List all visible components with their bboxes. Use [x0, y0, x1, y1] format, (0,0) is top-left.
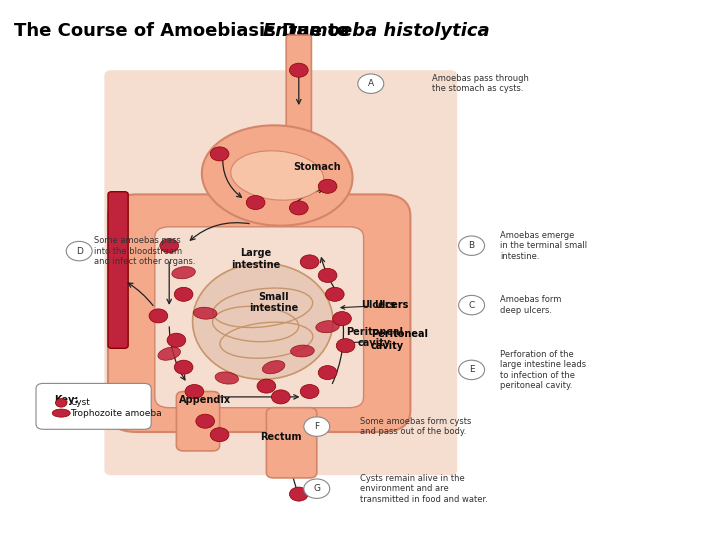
- Circle shape: [246, 195, 265, 210]
- Ellipse shape: [316, 320, 339, 333]
- Circle shape: [304, 417, 330, 436]
- Circle shape: [318, 366, 337, 380]
- Circle shape: [196, 414, 215, 428]
- Text: Appendix: Appendix: [179, 395, 231, 404]
- Circle shape: [257, 379, 276, 393]
- Text: Ulcers: Ulcers: [361, 300, 395, 310]
- Text: F: F: [314, 422, 320, 431]
- Text: Ulcers: Ulcers: [341, 300, 409, 310]
- FancyBboxPatch shape: [176, 392, 220, 451]
- Circle shape: [160, 239, 179, 253]
- Circle shape: [271, 390, 290, 404]
- Ellipse shape: [231, 151, 323, 200]
- Text: Rectum: Rectum: [260, 433, 302, 442]
- Circle shape: [358, 74, 384, 93]
- Circle shape: [318, 268, 337, 282]
- Text: Large
intestine: Large intestine: [231, 248, 280, 270]
- Text: Trophozoite amoeba: Trophozoite amoeba: [71, 409, 162, 417]
- Circle shape: [459, 295, 485, 315]
- Ellipse shape: [291, 345, 314, 357]
- Ellipse shape: [262, 361, 285, 373]
- Circle shape: [333, 312, 351, 326]
- Circle shape: [174, 287, 193, 301]
- Text: B: B: [469, 241, 474, 250]
- Circle shape: [210, 428, 229, 442]
- Text: Small
intestine: Small intestine: [249, 292, 298, 313]
- FancyBboxPatch shape: [108, 192, 128, 348]
- Circle shape: [289, 201, 308, 215]
- Text: Stomach: Stomach: [293, 163, 341, 172]
- Text: Cyst: Cyst: [71, 399, 91, 407]
- Text: E: E: [469, 366, 474, 374]
- Text: Amoebas form
deep ulcers.: Amoebas form deep ulcers.: [500, 295, 562, 315]
- FancyBboxPatch shape: [266, 408, 317, 478]
- Ellipse shape: [215, 372, 238, 384]
- Text: C: C: [469, 301, 474, 309]
- FancyBboxPatch shape: [155, 227, 364, 408]
- FancyBboxPatch shape: [36, 383, 151, 429]
- FancyBboxPatch shape: [287, 35, 311, 132]
- Circle shape: [300, 255, 319, 269]
- FancyBboxPatch shape: [108, 194, 410, 432]
- Text: The Course of Amoebiasis Due to: The Course of Amoebiasis Due to: [14, 22, 356, 39]
- Circle shape: [318, 179, 337, 193]
- Text: Key:: Key:: [54, 395, 78, 406]
- Circle shape: [300, 384, 319, 399]
- Circle shape: [149, 309, 168, 323]
- Text: Perforation of the
large intestine leads
to infection of the
peritoneal cavity.: Perforation of the large intestine leads…: [500, 350, 587, 390]
- Circle shape: [325, 287, 344, 301]
- Circle shape: [304, 479, 330, 498]
- Circle shape: [185, 384, 204, 399]
- Text: G: G: [313, 484, 320, 493]
- Circle shape: [336, 339, 355, 353]
- Text: Amoebas emerge
in the terminal small
intestine.: Amoebas emerge in the terminal small int…: [500, 231, 588, 261]
- Circle shape: [459, 236, 485, 255]
- Circle shape: [289, 487, 308, 501]
- Ellipse shape: [172, 267, 195, 279]
- Ellipse shape: [53, 409, 71, 417]
- Text: Peritoneal
cavity: Peritoneal cavity: [346, 327, 403, 348]
- Ellipse shape: [158, 347, 181, 360]
- Text: Amoebas pass through
the stomach as cysts.: Amoebas pass through the stomach as cyst…: [432, 74, 529, 93]
- Circle shape: [174, 360, 193, 374]
- Ellipse shape: [194, 307, 217, 319]
- Text: Peritoneal
cavity: Peritoneal cavity: [348, 329, 428, 351]
- Circle shape: [167, 333, 186, 347]
- Text: Entamoeba histolytica: Entamoeba histolytica: [264, 22, 490, 39]
- Ellipse shape: [193, 263, 333, 379]
- FancyBboxPatch shape: [104, 70, 457, 475]
- Text: Some amoebas pass
into the bloodstream
and infect other organs.: Some amoebas pass into the bloodstream a…: [94, 236, 195, 266]
- Text: A: A: [368, 79, 374, 88]
- Text: Cysts remain alive in the
environment and are
transmitted in food and water.: Cysts remain alive in the environment an…: [360, 474, 488, 504]
- Circle shape: [459, 360, 485, 380]
- Circle shape: [210, 147, 229, 161]
- Circle shape: [66, 241, 92, 261]
- Circle shape: [55, 399, 67, 407]
- Circle shape: [289, 63, 308, 77]
- Text: D: D: [76, 247, 83, 255]
- Text: Some amoebas form cysts
and pass out of the body.: Some amoebas form cysts and pass out of …: [360, 417, 472, 436]
- Ellipse shape: [202, 125, 353, 226]
